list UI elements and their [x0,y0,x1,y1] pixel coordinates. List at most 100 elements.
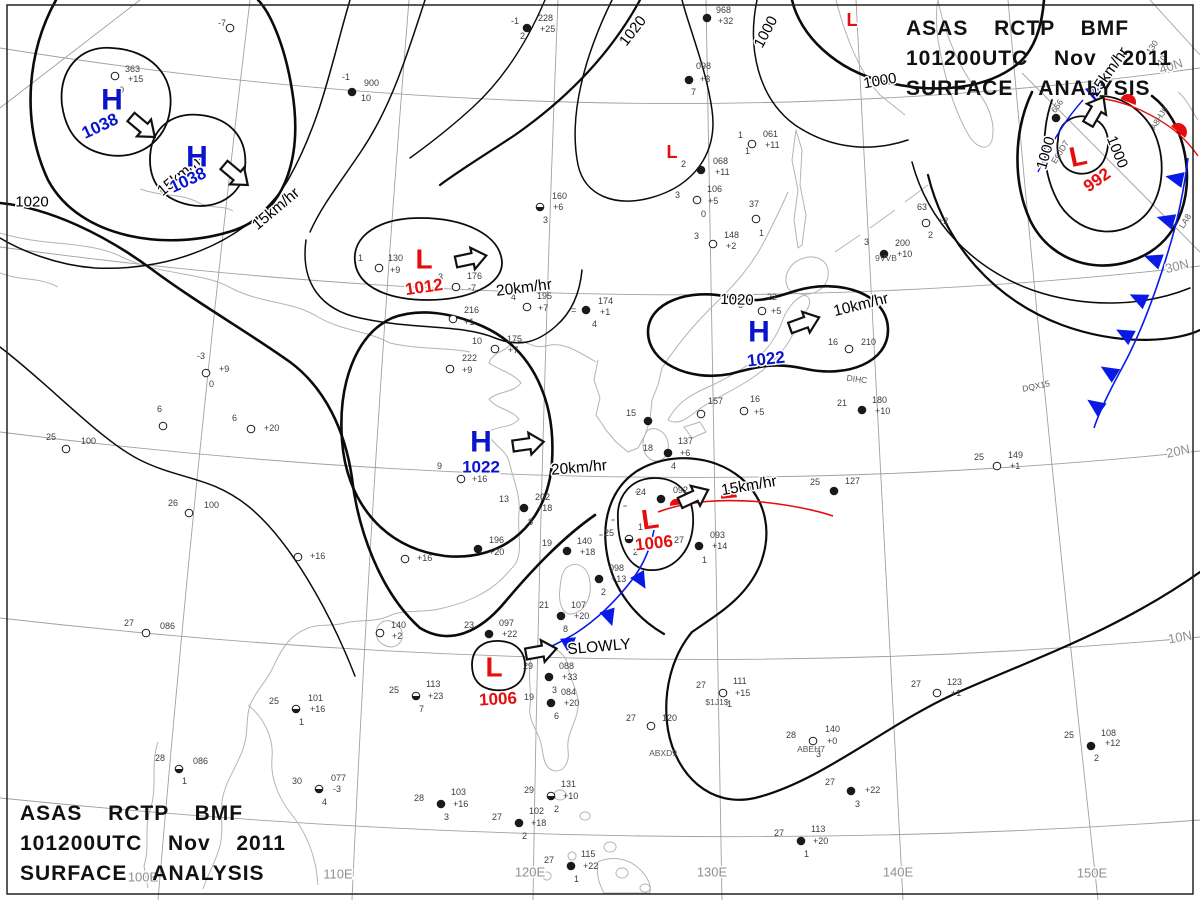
station-plot [1051,113,1061,123]
station-value: 127 [845,476,860,486]
isobar [574,0,714,202]
station-value: 18 [643,443,653,453]
cold-front-triangle [1087,399,1107,417]
station-circle [921,218,931,228]
coastline [542,789,651,893]
station-circle [857,405,867,415]
station-value: 27 [911,679,921,689]
isobar [471,640,526,692]
station-value: -1 [511,16,519,26]
station-value: 3 [864,237,869,247]
station-plot: 25 178 2 [604,522,653,557]
station-value: 27 [696,680,706,690]
graticule-line [532,0,559,900]
grid-label: 10N [1167,628,1193,647]
station-circle [490,344,500,354]
station-circle [562,546,572,556]
station-value: 37 [749,199,759,209]
station-circle [522,23,532,33]
station-plot: 216+1 [448,305,479,327]
station-value: 21 [837,398,847,408]
station-plot: 068+11 [696,156,730,177]
station-value: 9 [437,461,442,471]
station-value: 7 [691,87,696,97]
station-value: 900 [364,78,379,88]
grid-label: 140E [883,865,914,880]
station-value: 16 [750,394,760,404]
station-value: -7 [468,283,476,293]
station-value: +9 [219,364,229,374]
station-value: 3 [438,272,443,282]
station-circle [184,508,194,518]
station-value: 2 [554,804,559,814]
station-value: +1 [951,688,961,698]
coastline [0,272,59,288]
station-circle [932,688,942,698]
station-circle [293,552,303,562]
station-circle [246,424,256,434]
station-value: +23 [428,691,443,701]
station-value: 63 [917,202,927,212]
station-plot: 195 +7 4 [511,291,552,313]
chart-title-bottom-left: ASAS RCTP BMF 101200UTC Nov 2011 SURFACE… [20,799,286,888]
station-plot: 28 103 +16 3 [414,787,468,822]
station-value: 25 [46,432,56,442]
station-value: 196 [489,535,504,545]
station-plot: -1 900 10 [342,72,379,103]
station-circle [451,282,461,292]
station-plot: 27 115 +22 1 [544,849,598,884]
station-value: +10 [875,406,890,416]
station-value: +9 [462,365,472,375]
station-circle [400,554,410,564]
station-value: 061 [763,129,778,139]
ship-id-label: ABXD9 [649,748,677,758]
station-value: 149 [1008,450,1023,460]
station-value: 1 [702,555,707,565]
coastline [202,340,597,890]
station-value: = [571,305,576,315]
station-value: 097 [499,618,514,628]
ship-id-label: 9VVB [875,253,897,263]
station-value: 3 [543,215,548,225]
cold-front-line [543,529,655,651]
station-value: 15 [626,408,636,418]
station-plot: 9 +16 [437,461,487,484]
station-value: 160 [552,191,567,201]
station-circle [739,406,749,416]
station-value: +16 [472,474,487,484]
station-value: +5 [708,196,718,206]
station-value: +11 [715,167,730,177]
station-value: +16 [417,553,432,563]
station-plot: 098 +3 7 [684,61,711,97]
cold-front-triangle [1156,214,1177,230]
station-value: 140 [577,536,592,546]
station-value: 28 [786,730,796,740]
station-value: -1 [342,72,350,82]
coastline [683,421,707,439]
station-plot: 29 131 +10 2 [524,779,578,814]
station-plot: 16 210 [828,337,876,354]
station-value: +3 [700,74,710,84]
station-circle [646,721,656,731]
station-value: +2 [726,241,736,251]
station-value: 100 [81,436,96,446]
coastline [667,295,811,423]
station-circle [702,13,712,23]
station-value: 25 [810,477,820,487]
station-circle [225,23,235,33]
station-value: 1 [759,228,764,238]
station-value: 23 [464,620,474,630]
station-circle [694,541,704,551]
station-circle [796,836,806,846]
station-value: 6 [157,404,162,414]
high-symbol: H [470,426,492,459]
station-value: +0 [827,736,837,746]
station-value: 1 [358,253,363,263]
station-value: 1 [738,130,743,140]
station-value: 0 [701,209,706,219]
movement-arrow [453,245,489,272]
warm-front-bump [721,490,737,499]
station-plot: 27 111 +151 [696,676,750,709]
station-plot: 25 108+12 2 [1064,728,1120,763]
station-value: 113 [811,824,825,834]
